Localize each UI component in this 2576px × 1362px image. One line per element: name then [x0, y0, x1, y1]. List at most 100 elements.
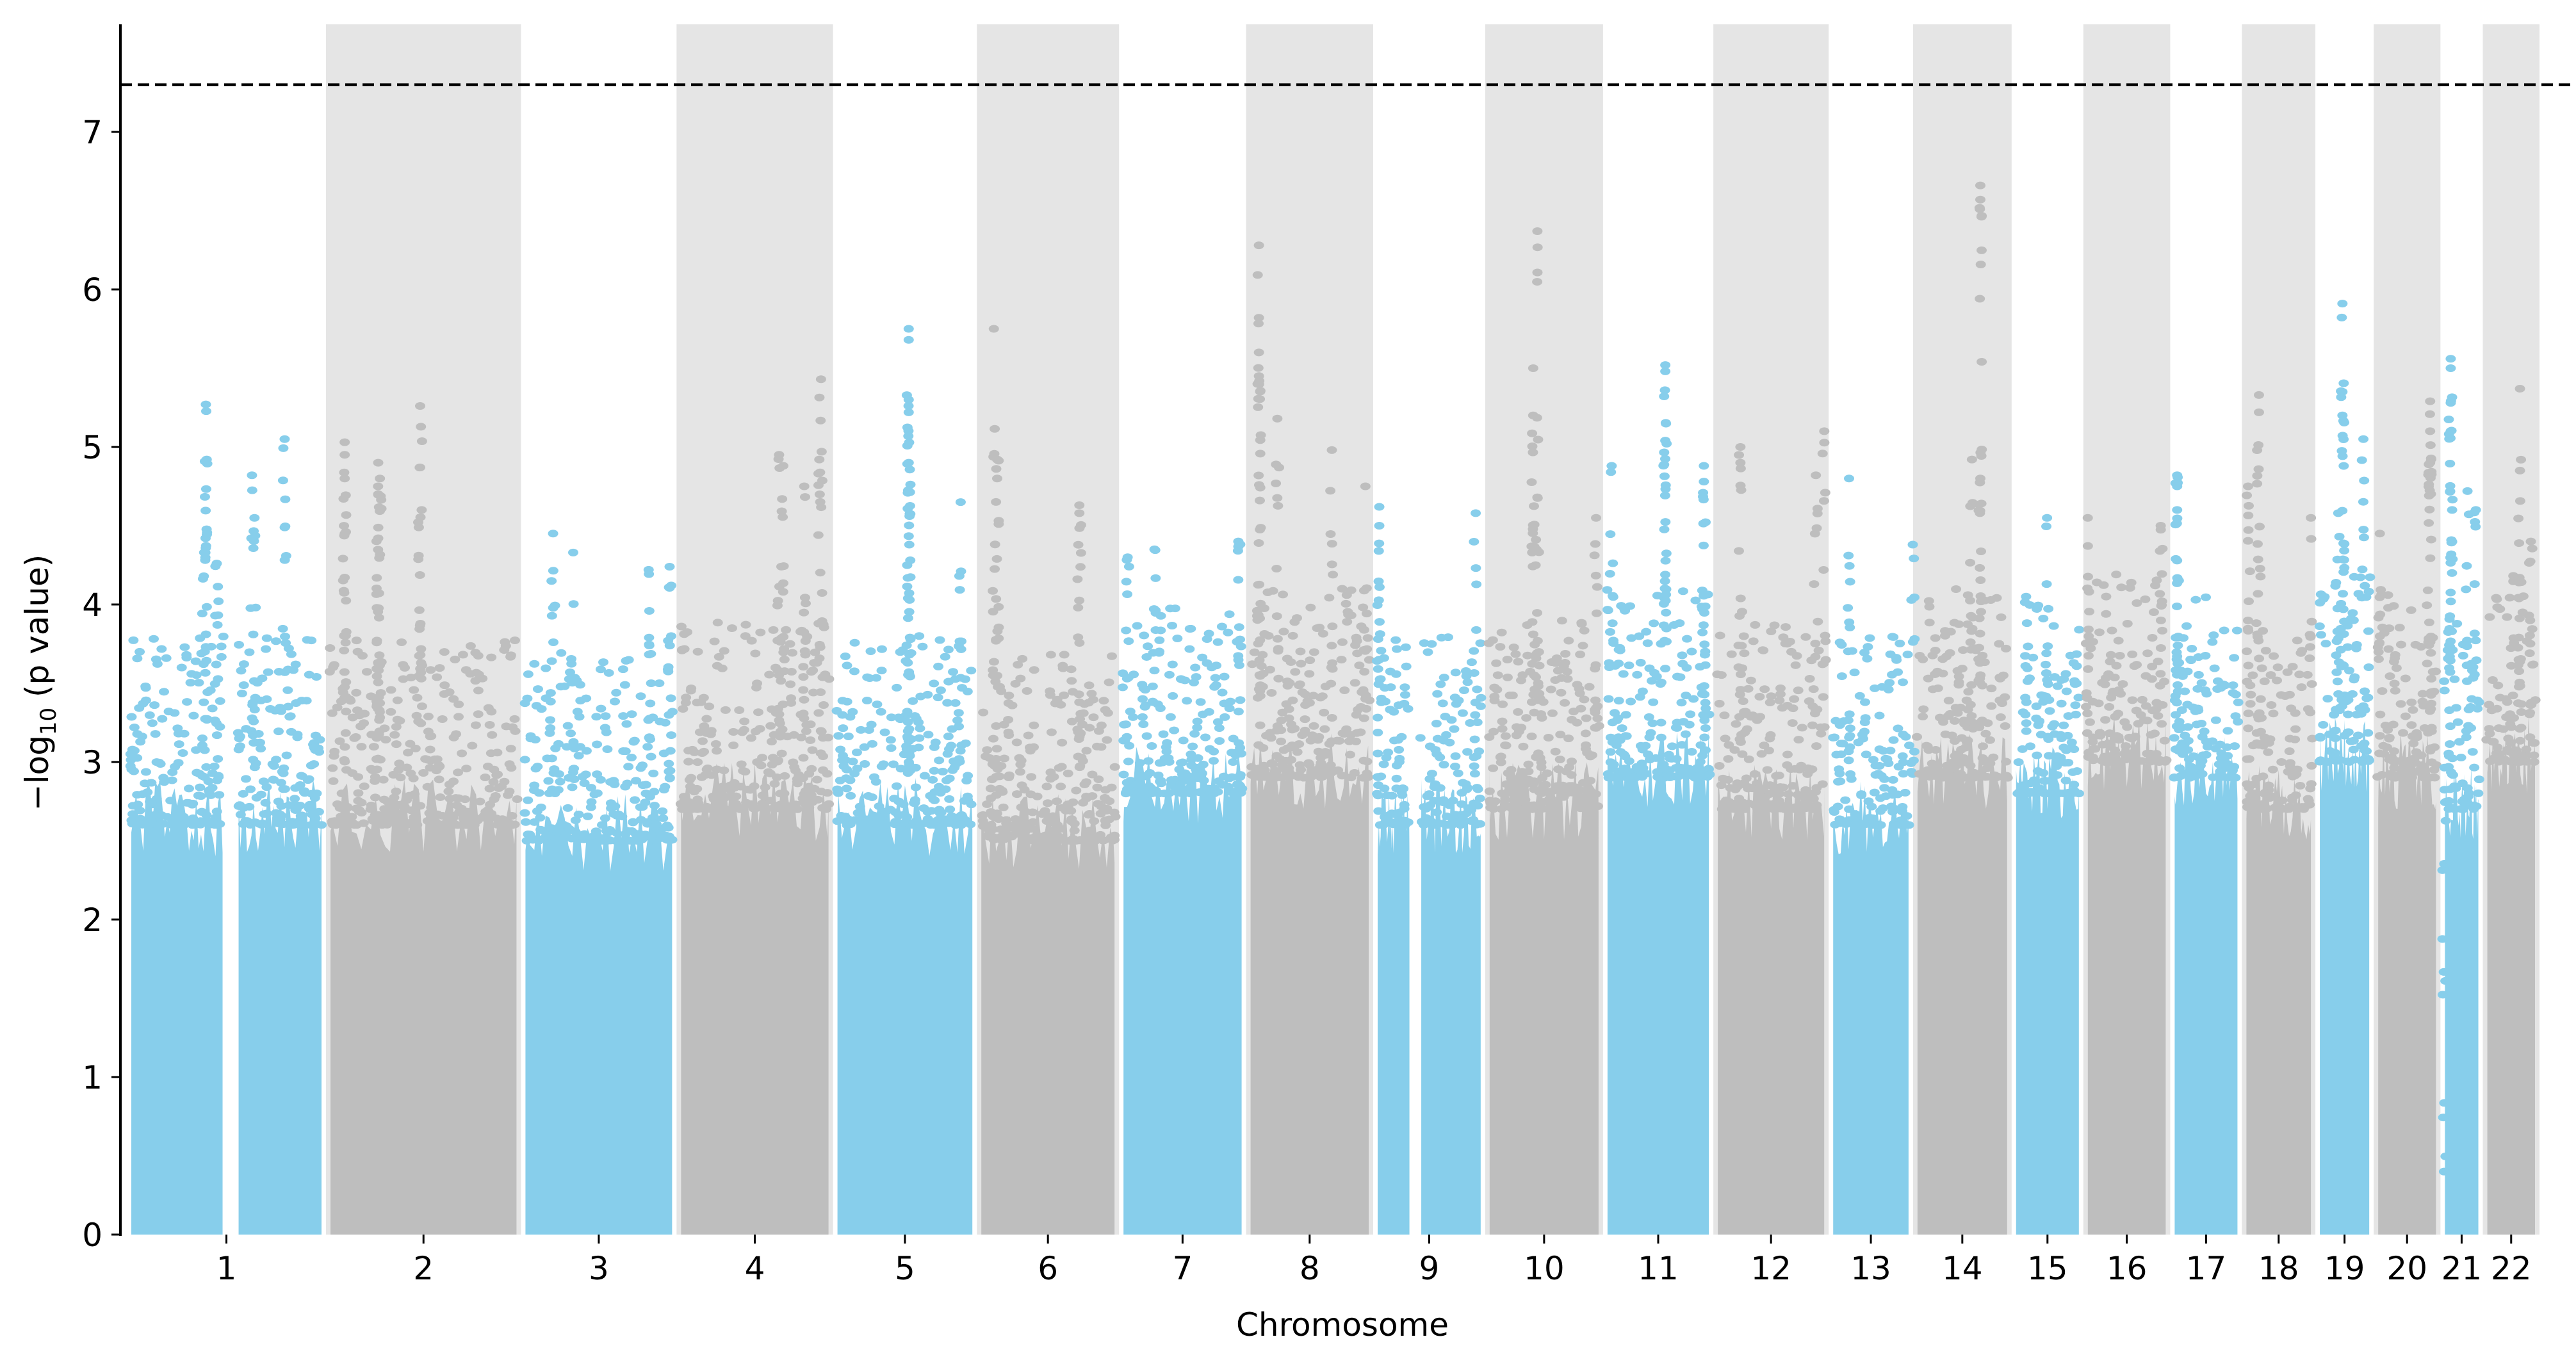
snp-point — [2242, 755, 2253, 763]
snp-point — [338, 555, 348, 563]
snp-point — [2338, 590, 2349, 598]
snp-density-chr1 — [238, 777, 322, 1235]
snp-point — [1466, 658, 1477, 667]
snp-point — [568, 600, 579, 608]
snp-point — [977, 811, 988, 819]
snp-point — [1252, 271, 1263, 279]
snp-point — [379, 805, 390, 813]
snp-point — [655, 717, 665, 726]
snp-point — [902, 460, 913, 468]
snp-point — [2220, 681, 2231, 690]
snp-point — [621, 720, 632, 728]
snp-point — [1475, 639, 1486, 647]
snp-point — [2515, 736, 2525, 745]
snp-point — [2335, 645, 2346, 654]
snp-point — [2411, 733, 2422, 742]
snp-point — [1659, 525, 1670, 533]
snp-point — [1819, 439, 1830, 447]
snp-point — [1904, 742, 1915, 750]
snp-point — [1563, 636, 1574, 645]
snp-point — [1659, 460, 1670, 469]
snp-point — [1023, 731, 1034, 740]
snp-point — [346, 813, 357, 821]
snp-point — [2017, 745, 2028, 753]
snp-point — [1676, 699, 1687, 707]
snp-point — [282, 686, 293, 694]
snp-point — [581, 747, 592, 755]
snp-point — [2315, 734, 2326, 742]
snp-point — [1845, 724, 1855, 733]
snp-point — [1790, 661, 1801, 669]
snp-point — [248, 544, 259, 553]
snp-point — [197, 772, 208, 780]
snp-point — [2140, 702, 2151, 710]
snp-point — [772, 773, 783, 781]
snp-point — [341, 628, 352, 636]
snp-point — [2242, 616, 2253, 624]
snp-point — [2052, 771, 2063, 779]
snp-point — [2314, 622, 2325, 631]
snp-point — [902, 718, 913, 726]
snp-point — [236, 667, 247, 675]
snp-point — [280, 495, 291, 503]
snp-point — [1316, 773, 1326, 781]
snp-point — [1859, 718, 1870, 726]
snp-point — [261, 809, 272, 818]
snp-point — [1797, 724, 1807, 732]
snp-point — [1699, 733, 1710, 742]
snp-point — [2263, 748, 2274, 756]
snp-point — [1162, 739, 1173, 747]
snp-point — [1255, 387, 1266, 396]
snp-point — [712, 765, 722, 774]
snp-point — [1438, 796, 1449, 804]
snp-point — [2070, 701, 2081, 709]
snp-point — [1502, 673, 1513, 681]
snp-point — [706, 771, 717, 779]
snp-point — [1528, 562, 1538, 571]
snp-point — [1029, 721, 1039, 729]
snp-point — [2195, 761, 2206, 770]
snp-point — [1214, 724, 1225, 733]
top-hit-point-chr10 — [1532, 227, 1543, 235]
snp-point — [249, 677, 259, 685]
snp-point — [279, 668, 290, 676]
snp-point — [1164, 670, 1175, 679]
snp-point — [2041, 523, 2052, 531]
snp-point — [295, 812, 306, 820]
snp-point — [1685, 710, 1696, 718]
snp-point — [2339, 540, 2350, 548]
snp-point — [1326, 560, 1337, 569]
snp-point — [2001, 772, 2012, 780]
snp-point — [562, 743, 573, 751]
snp-point — [1725, 784, 1736, 792]
snp-point — [1066, 665, 1077, 674]
snp-point — [1460, 780, 1471, 788]
snp-point — [1738, 632, 1749, 640]
snp-point — [339, 646, 350, 654]
snp-point — [2098, 581, 2109, 589]
snp-point — [391, 723, 402, 731]
snp-point — [187, 821, 198, 829]
snp-point — [799, 714, 810, 722]
snp-point — [216, 642, 227, 651]
snp-point — [1659, 386, 1670, 394]
snp-point — [2171, 633, 2181, 642]
snp-point — [2197, 733, 2208, 741]
snp-point — [332, 703, 343, 711]
snp-point — [522, 694, 533, 702]
snp-point — [1976, 608, 1987, 616]
snp-point — [416, 659, 427, 667]
snp-point — [213, 755, 224, 763]
snp-point — [2151, 754, 2162, 762]
snp-point — [1716, 805, 1727, 813]
snp-point — [1139, 631, 1150, 640]
snp-point — [2229, 654, 2240, 662]
top-hit-point-chr18 — [2253, 408, 2264, 416]
snp-point — [952, 716, 963, 724]
snp-point — [1391, 645, 1402, 653]
top-hit-point-chr20 — [2374, 530, 2385, 538]
snp-point — [934, 636, 945, 644]
snp-point — [2429, 774, 2440, 782]
snp-point — [1261, 731, 1272, 740]
snp-point — [1492, 671, 1503, 679]
